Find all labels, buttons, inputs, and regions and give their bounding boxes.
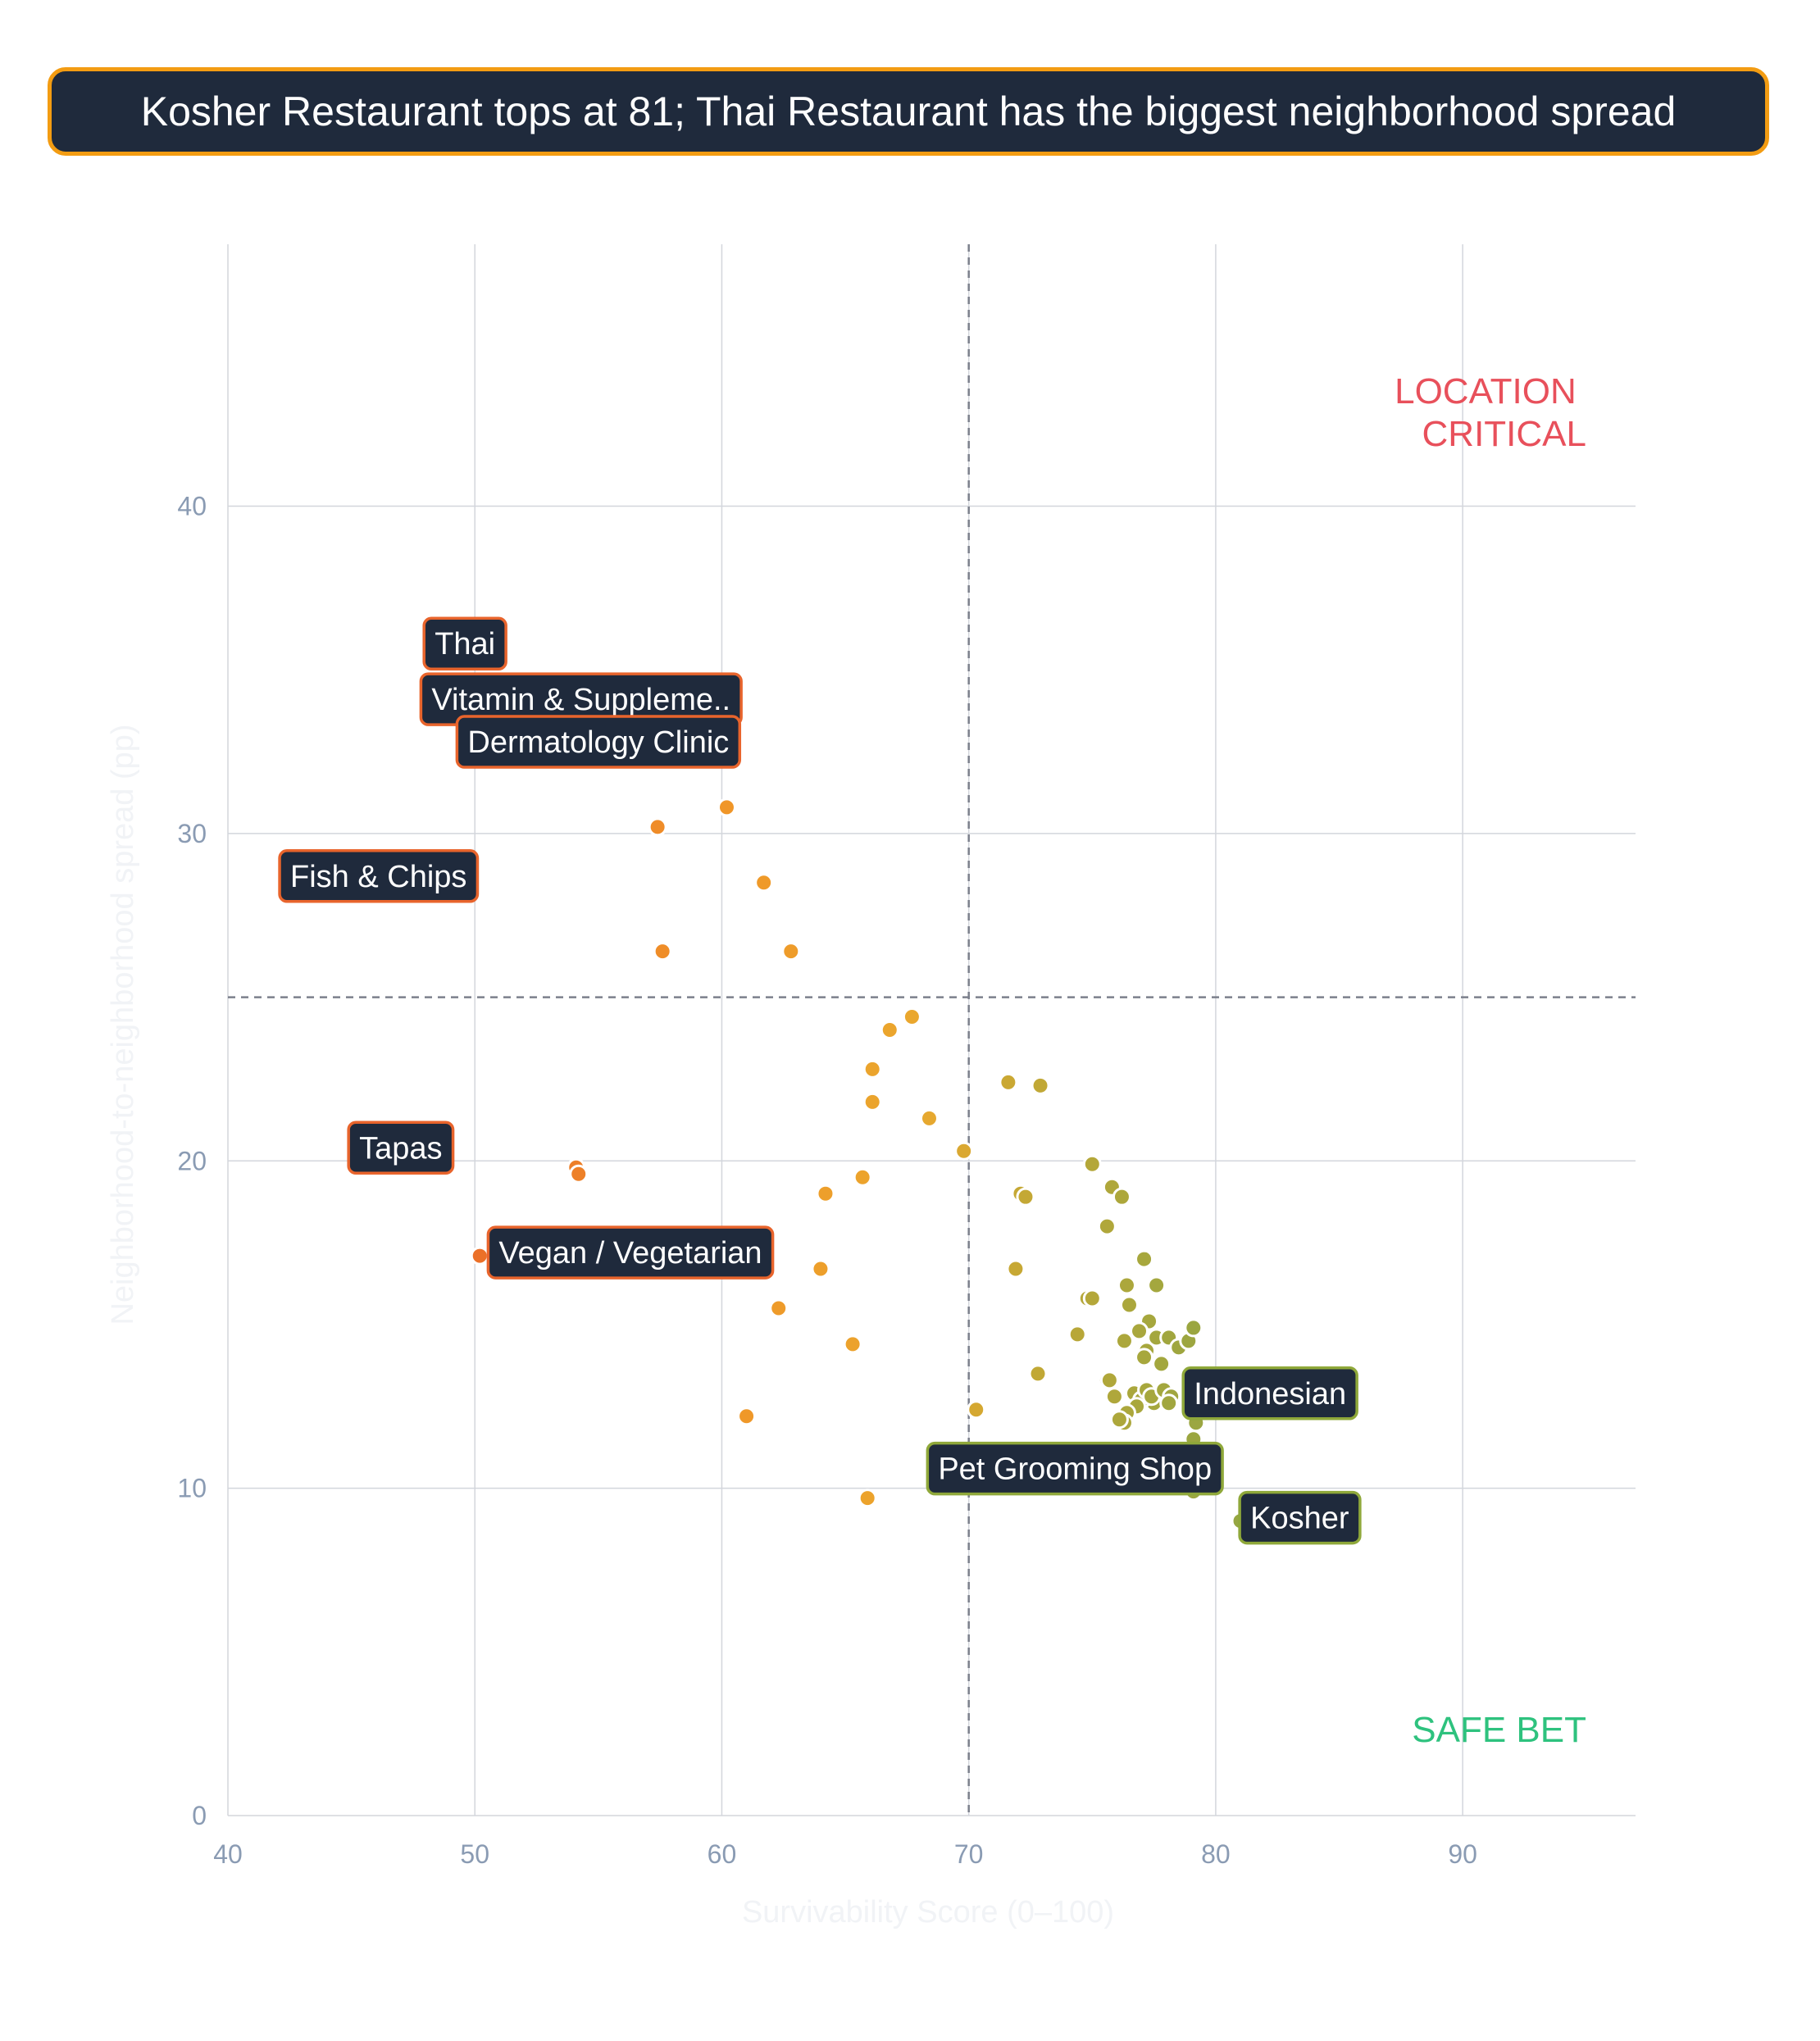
data-point-24 [853, 1167, 872, 1187]
data-point-52 [1114, 1331, 1134, 1351]
data-points [352, 653, 1250, 1531]
data-point-40 [1112, 1187, 1131, 1207]
data-point-13 [754, 873, 774, 893]
axis-ticks: 40 50 60 70 80 90 0 10 20 30 40 [177, 492, 1477, 1870]
point-label-4: Tapas [347, 1121, 455, 1175]
y-tick-label-3: 30 [177, 819, 207, 848]
y-tick-label-4: 40 [177, 492, 207, 521]
point-label-box [455, 715, 742, 769]
data-point-33 [1031, 1075, 1050, 1095]
data-point-16 [902, 1007, 921, 1027]
x-axis-title: Survivability Score (0–100) [742, 1895, 1114, 1930]
data-point-59 [1184, 1318, 1203, 1338]
point-label-3: Fish & Chips [278, 849, 480, 903]
point-label-box [1181, 1366, 1358, 1421]
point-label-text: Thai [435, 627, 495, 661]
point-label-text: Vegan / Vegetarian [498, 1236, 762, 1271]
point-label-text: Dermatology Clinic [467, 725, 729, 760]
data-point-37 [1028, 1364, 1048, 1384]
data-point-23 [569, 1164, 589, 1184]
data-point-15 [781, 942, 801, 961]
data-point-19 [862, 1092, 882, 1111]
point-label-box [486, 1225, 775, 1280]
data-point-5 [470, 1246, 489, 1266]
data-point-21 [954, 1141, 974, 1161]
quadrant-label-location-critical: LOCATION CRITICAL [1395, 371, 1586, 454]
data-point-44 [1117, 1275, 1136, 1295]
point-label-text: Pet Grooming Shop [938, 1452, 1212, 1487]
point-label-1: Vitamin & Suppleme.. [419, 672, 743, 726]
y-tick-label-0: 0 [192, 1801, 207, 1830]
data-point-29 [737, 1407, 757, 1426]
y-tick-label-1: 10 [177, 1474, 207, 1503]
data-point-20 [919, 1108, 939, 1128]
data-point-73 [1109, 1410, 1129, 1430]
point-label-text: Vitamin & Suppleme.. [431, 683, 730, 717]
data-point-18 [862, 1059, 882, 1079]
quadrant-label-line-2: CRITICAL [1422, 414, 1586, 454]
data-point-30 [967, 1400, 986, 1420]
point-label-box [278, 849, 480, 903]
data-point-46 [1082, 1289, 1102, 1308]
data-point-56 [1152, 1354, 1172, 1374]
x-tick-label-1: 50 [460, 1839, 489, 1869]
point-label-box [422, 616, 507, 670]
x-tick-label-0: 40 [213, 1839, 243, 1869]
data-point-55 [1135, 1348, 1154, 1367]
x-tick-label-5: 90 [1448, 1839, 1477, 1869]
data-point-17 [880, 1020, 899, 1039]
point-label-7: Pet Grooming Shop [926, 1441, 1224, 1496]
point-label-text: Fish & Chips [290, 860, 466, 894]
grid-lines [227, 244, 1636, 1816]
point-label-6: Indonesian [1181, 1366, 1358, 1421]
data-point-31 [858, 1489, 877, 1508]
data-point-25 [816, 1184, 835, 1203]
x-tick-label-3: 70 [954, 1839, 984, 1869]
point-label-text: Tapas [359, 1131, 442, 1166]
point-label-box [926, 1441, 1224, 1496]
point-label-2: Dermatology Clinic [455, 715, 742, 769]
data-point-42 [1135, 1249, 1154, 1269]
quadrant-label-line-1: LOCATION [1395, 371, 1577, 411]
data-point-36 [1006, 1259, 1026, 1279]
data-point-53 [1067, 1325, 1087, 1344]
data-point-27 [769, 1298, 789, 1318]
data-point-70 [1159, 1393, 1179, 1413]
data-point-11 [648, 817, 667, 837]
y-tick-label-2: 20 [177, 1146, 207, 1175]
chart-title: Kosher Restaurant tops at 81; Thai Resta… [48, 67, 1769, 156]
data-point-43 [1147, 1275, 1167, 1295]
x-tick-label-2: 60 [708, 1839, 737, 1869]
data-point-12 [717, 798, 736, 817]
data-point-41 [1097, 1216, 1117, 1236]
data-point-32 [999, 1072, 1018, 1092]
point-label-text: Kosher [1250, 1502, 1349, 1536]
y-axis-title: Neighborhood-to-neighborhood spread (pp) [106, 724, 140, 1325]
data-point-28 [843, 1334, 862, 1354]
point-label-box [347, 1121, 455, 1175]
data-point-61 [1099, 1371, 1119, 1390]
point-label-8: Kosher [1238, 1490, 1362, 1545]
x-tick-label-4: 80 [1201, 1839, 1231, 1869]
point-label-0: Thai [422, 616, 507, 670]
point-label-text: Indonesian [1194, 1377, 1346, 1411]
data-point-14 [653, 942, 672, 961]
data-point-49 [1130, 1321, 1149, 1341]
data-point-47 [1119, 1295, 1139, 1315]
data-point-35 [1016, 1187, 1035, 1207]
point-label-box [1238, 1490, 1362, 1545]
point-labels: Thai Vitamin & Suppleme.. Dermatology Clin… [278, 616, 1362, 1545]
point-label-5: Vegan / Vegetarian [486, 1225, 775, 1280]
reference-lines [228, 244, 1636, 1816]
data-point-62 [1104, 1387, 1124, 1407]
quadrant-label-safe-bet: SAFE BET [1412, 1710, 1586, 1750]
data-point-26 [811, 1259, 830, 1279]
data-point-38 [1082, 1154, 1102, 1174]
